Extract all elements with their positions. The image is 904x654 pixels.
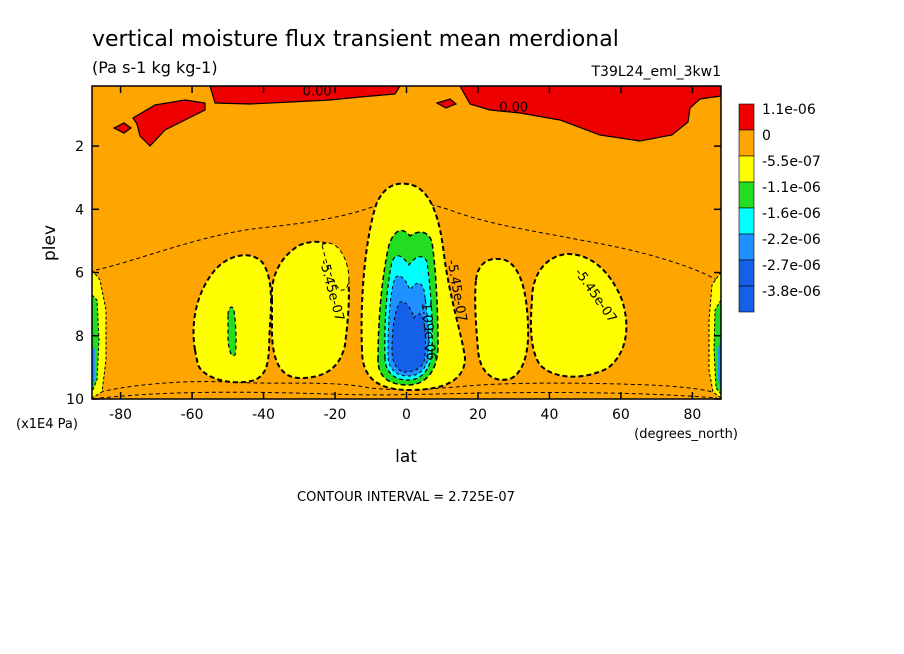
y-axis: 2 4 6 8 10 [66,139,721,408]
y-axis-label: plev [40,225,60,261]
x-axis-unit: (degrees_north) [634,427,738,442]
x-tick-label: -80 [109,407,132,423]
y-tick-label: 2 [75,139,84,155]
field-red-right-small [435,98,458,109]
contour-bottom-band [99,391,718,399]
legend-swatch [738,129,755,157]
field-red-top-left [209,86,401,105]
y-tick-label: 8 [75,329,84,345]
field-green-sh-patch [227,306,237,357]
y-tick-label: 4 [75,202,84,218]
field-yellow-lobe-sh-east [270,240,350,380]
legend: 1.1e-06 0 -5.5e-07 -1.1e-06 -1.6e-06 -2.2e-06… [738,102,821,313]
legend-swatch [738,233,755,261]
legend-label: -1.6e-06 [762,206,821,222]
x-tick-label: 80 [683,407,701,423]
x-tick-label: -60 [181,407,204,423]
legend-swatch [738,285,755,313]
field-darkblue-equatorial [391,301,426,373]
legend-label: -5.5e-07 [762,154,821,170]
contour-interval-note: CONTOUR INTERVAL = 2.725E-07 [297,490,515,505]
field-red-top-right [459,86,721,142]
field-red-left-patch [132,99,206,147]
legend-swatch [738,103,755,131]
legend-swatch [738,181,755,209]
field-yellow-sh-strip [321,242,350,291]
legend-label: 1.1e-06 [762,102,816,118]
legend-label: -3.8e-06 [762,284,821,300]
x-axis-label: lat [395,447,417,467]
y-axis-unit: (x1E4 Pa) [16,417,78,432]
contour-label: -1.09e-06 [418,297,438,361]
legend-label: -1.1e-06 [762,180,821,196]
legend-swatch [738,155,755,183]
x-tick-label: 40 [541,407,559,423]
x-tick-label: 60 [612,407,630,423]
y-tick-label: 6 [75,266,84,282]
field-yellow-lobe-nh-west [474,257,530,381]
legend-swatch [738,259,755,287]
legend-swatch [738,207,755,235]
legend-label: -2.2e-06 [762,232,821,248]
y-tick-label: 10 [66,392,84,408]
contour-field [92,86,721,399]
x-tick-label: 20 [469,407,487,423]
field-yellow-lobe-nh-east [529,252,628,378]
x-tick-label: -40 [252,407,275,423]
legend-label: 0 [762,128,771,144]
field-red-left-small [112,122,133,134]
run-label: T39L24_eml_3kw1 [591,64,722,80]
contour-label: 0.00 [303,84,332,99]
chart-title: vertical moisture flux transient mean me… [92,27,619,52]
x-tick-label: 0 [402,407,411,423]
chart-units: (Pa s-1 kg kg-1) [92,58,218,77]
x-axis: -80 -60 -40 -20 0 20 40 60 80 [109,86,701,423]
contour-label: 0.00 [499,100,528,115]
legend-label: -2.7e-06 [762,258,821,274]
x-tick-label: -20 [324,407,347,423]
